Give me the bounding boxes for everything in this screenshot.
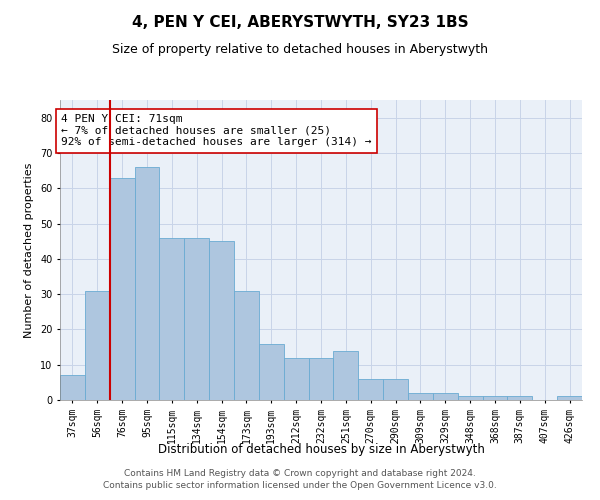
Bar: [482, 396, 508, 400]
Bar: [160, 238, 184, 400]
Bar: [358, 379, 383, 400]
Bar: [508, 396, 532, 400]
Bar: [134, 167, 160, 400]
Bar: [184, 238, 209, 400]
Bar: [408, 393, 433, 400]
Text: 4, PEN Y CEI, ABERYSTWYTH, SY23 1BS: 4, PEN Y CEI, ABERYSTWYTH, SY23 1BS: [131, 15, 469, 30]
Y-axis label: Number of detached properties: Number of detached properties: [25, 162, 34, 338]
Bar: [557, 396, 582, 400]
Bar: [334, 350, 358, 400]
Bar: [433, 393, 458, 400]
Bar: [110, 178, 134, 400]
Bar: [234, 290, 259, 400]
Text: Contains HM Land Registry data © Crown copyright and database right 2024.
Contai: Contains HM Land Registry data © Crown c…: [103, 468, 497, 490]
Bar: [284, 358, 308, 400]
Text: Distribution of detached houses by size in Aberystwyth: Distribution of detached houses by size …: [158, 442, 484, 456]
Bar: [209, 241, 234, 400]
Text: Size of property relative to detached houses in Aberystwyth: Size of property relative to detached ho…: [112, 42, 488, 56]
Bar: [259, 344, 284, 400]
Bar: [60, 376, 85, 400]
Text: 4 PEN Y CEI: 71sqm
← 7% of detached houses are smaller (25)
92% of semi-detached: 4 PEN Y CEI: 71sqm ← 7% of detached hous…: [61, 114, 372, 148]
Bar: [458, 396, 482, 400]
Bar: [383, 379, 408, 400]
Bar: [85, 290, 110, 400]
Bar: [308, 358, 334, 400]
